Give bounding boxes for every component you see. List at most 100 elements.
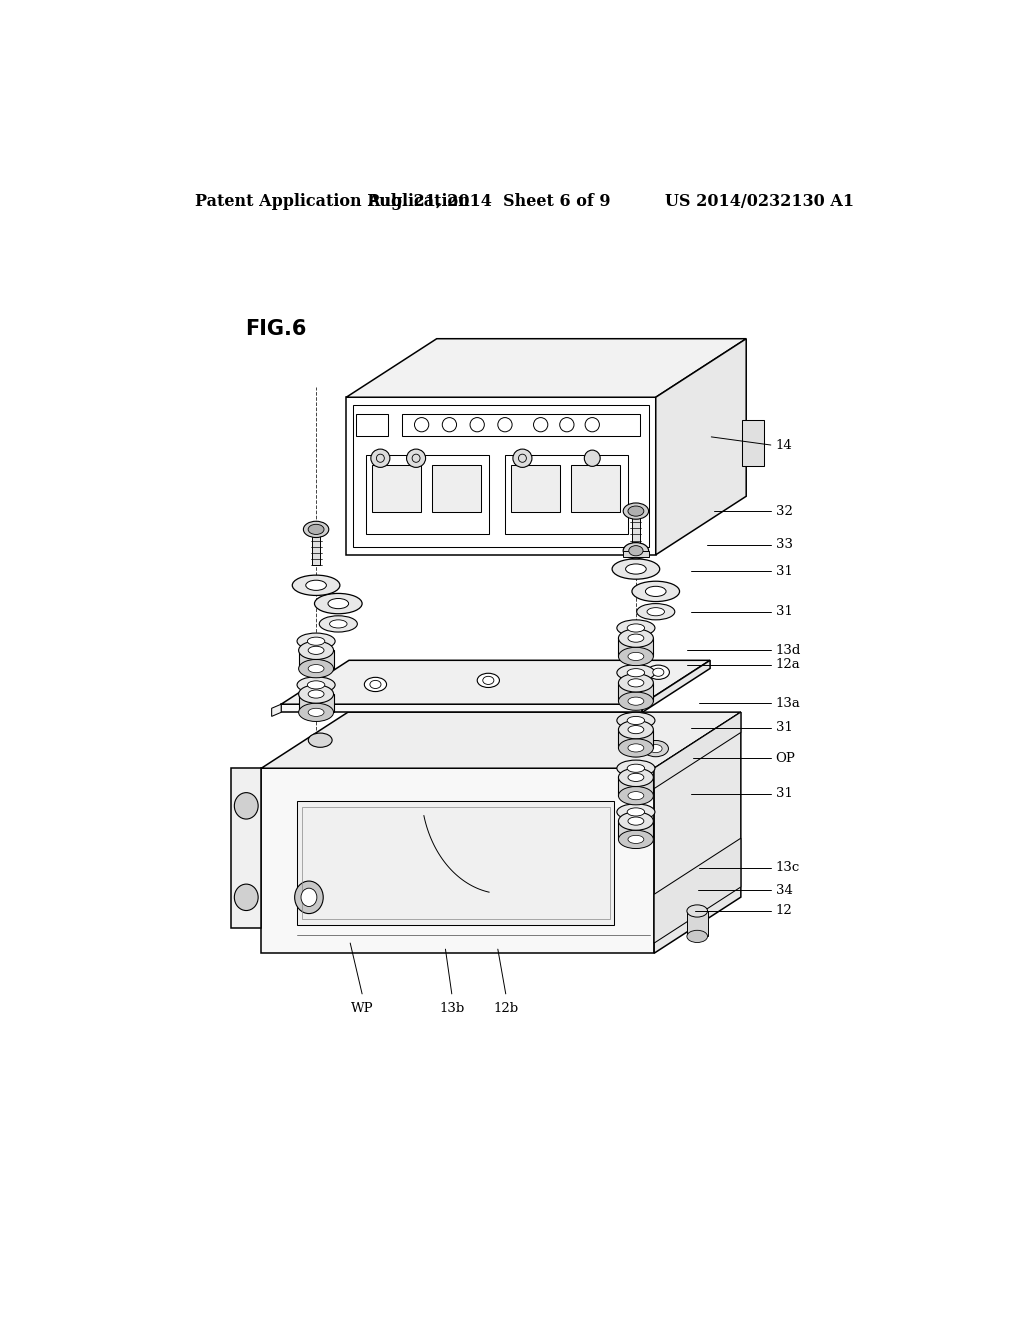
Text: Patent Application Publication: Patent Application Publication: [196, 193, 470, 210]
Bar: [355, 413, 387, 436]
Ellipse shape: [649, 744, 663, 752]
Text: 31: 31: [775, 565, 793, 578]
Ellipse shape: [299, 685, 334, 704]
Bar: [312, 529, 321, 565]
Ellipse shape: [628, 744, 644, 752]
Polygon shape: [261, 711, 740, 768]
Polygon shape: [654, 711, 740, 953]
Ellipse shape: [308, 690, 324, 698]
Text: 31: 31: [775, 721, 793, 734]
Ellipse shape: [628, 634, 644, 643]
Ellipse shape: [407, 449, 426, 467]
Ellipse shape: [618, 739, 653, 758]
Polygon shape: [618, 821, 653, 840]
Ellipse shape: [624, 503, 648, 519]
Ellipse shape: [618, 812, 653, 830]
Text: 13b: 13b: [439, 1002, 465, 1015]
Ellipse shape: [627, 808, 645, 816]
Polygon shape: [618, 730, 653, 748]
Ellipse shape: [647, 607, 665, 615]
Ellipse shape: [306, 581, 327, 590]
Ellipse shape: [330, 620, 347, 628]
Text: 12: 12: [775, 904, 793, 917]
Polygon shape: [282, 704, 642, 713]
Ellipse shape: [618, 630, 653, 647]
Polygon shape: [654, 838, 740, 942]
Polygon shape: [618, 682, 653, 701]
Text: 13a: 13a: [775, 697, 801, 710]
Bar: [372, 466, 421, 512]
Ellipse shape: [627, 669, 645, 677]
Ellipse shape: [585, 450, 600, 466]
Ellipse shape: [513, 449, 531, 467]
Text: 12a: 12a: [775, 659, 801, 671]
Polygon shape: [231, 768, 261, 928]
Ellipse shape: [365, 677, 387, 692]
Text: 12b: 12b: [494, 1002, 518, 1015]
Ellipse shape: [616, 664, 655, 681]
Ellipse shape: [234, 792, 258, 818]
Ellipse shape: [308, 664, 324, 673]
Bar: [302, 807, 609, 919]
Ellipse shape: [616, 713, 655, 729]
Text: OP: OP: [775, 751, 796, 764]
Text: FIG.6: FIG.6: [246, 319, 307, 339]
Ellipse shape: [299, 642, 334, 660]
Ellipse shape: [295, 880, 324, 913]
Ellipse shape: [301, 888, 316, 907]
Ellipse shape: [612, 558, 659, 579]
Polygon shape: [618, 638, 653, 656]
Ellipse shape: [628, 506, 644, 516]
Ellipse shape: [308, 709, 324, 717]
Ellipse shape: [652, 668, 664, 676]
Bar: [505, 455, 628, 535]
Text: 14: 14: [775, 438, 793, 451]
Ellipse shape: [626, 564, 646, 574]
Ellipse shape: [297, 677, 335, 693]
Ellipse shape: [629, 545, 643, 556]
Text: 33: 33: [775, 539, 793, 552]
Ellipse shape: [618, 768, 653, 787]
Ellipse shape: [624, 543, 648, 558]
Ellipse shape: [624, 741, 648, 756]
Ellipse shape: [618, 830, 653, 849]
Ellipse shape: [314, 594, 362, 614]
Polygon shape: [261, 768, 654, 953]
Polygon shape: [654, 711, 740, 788]
Ellipse shape: [308, 733, 332, 747]
Ellipse shape: [328, 598, 348, 609]
Ellipse shape: [628, 697, 644, 705]
Ellipse shape: [643, 741, 669, 756]
Bar: [632, 511, 640, 546]
Ellipse shape: [319, 615, 357, 632]
Ellipse shape: [616, 804, 655, 820]
Ellipse shape: [627, 764, 645, 772]
Polygon shape: [655, 339, 746, 554]
Bar: [352, 405, 649, 546]
Ellipse shape: [308, 524, 324, 535]
Ellipse shape: [618, 647, 653, 665]
Ellipse shape: [618, 673, 653, 692]
Polygon shape: [618, 777, 653, 796]
Bar: [570, 466, 621, 512]
Ellipse shape: [627, 624, 645, 632]
Polygon shape: [642, 660, 710, 713]
Ellipse shape: [618, 787, 653, 805]
Bar: [624, 550, 648, 557]
Ellipse shape: [628, 726, 644, 734]
Ellipse shape: [628, 652, 644, 660]
Ellipse shape: [645, 586, 666, 597]
Ellipse shape: [307, 638, 325, 645]
Text: 13d: 13d: [775, 644, 801, 657]
Polygon shape: [742, 420, 765, 466]
Text: 34: 34: [775, 883, 793, 896]
Text: Aug. 21, 2014  Sheet 6 of 9: Aug. 21, 2014 Sheet 6 of 9: [368, 193, 611, 210]
Ellipse shape: [482, 676, 494, 685]
Ellipse shape: [637, 603, 675, 620]
Bar: [687, 911, 708, 936]
Ellipse shape: [616, 620, 655, 636]
Ellipse shape: [303, 521, 329, 537]
Ellipse shape: [630, 744, 642, 752]
Polygon shape: [299, 651, 334, 669]
Polygon shape: [282, 660, 710, 704]
